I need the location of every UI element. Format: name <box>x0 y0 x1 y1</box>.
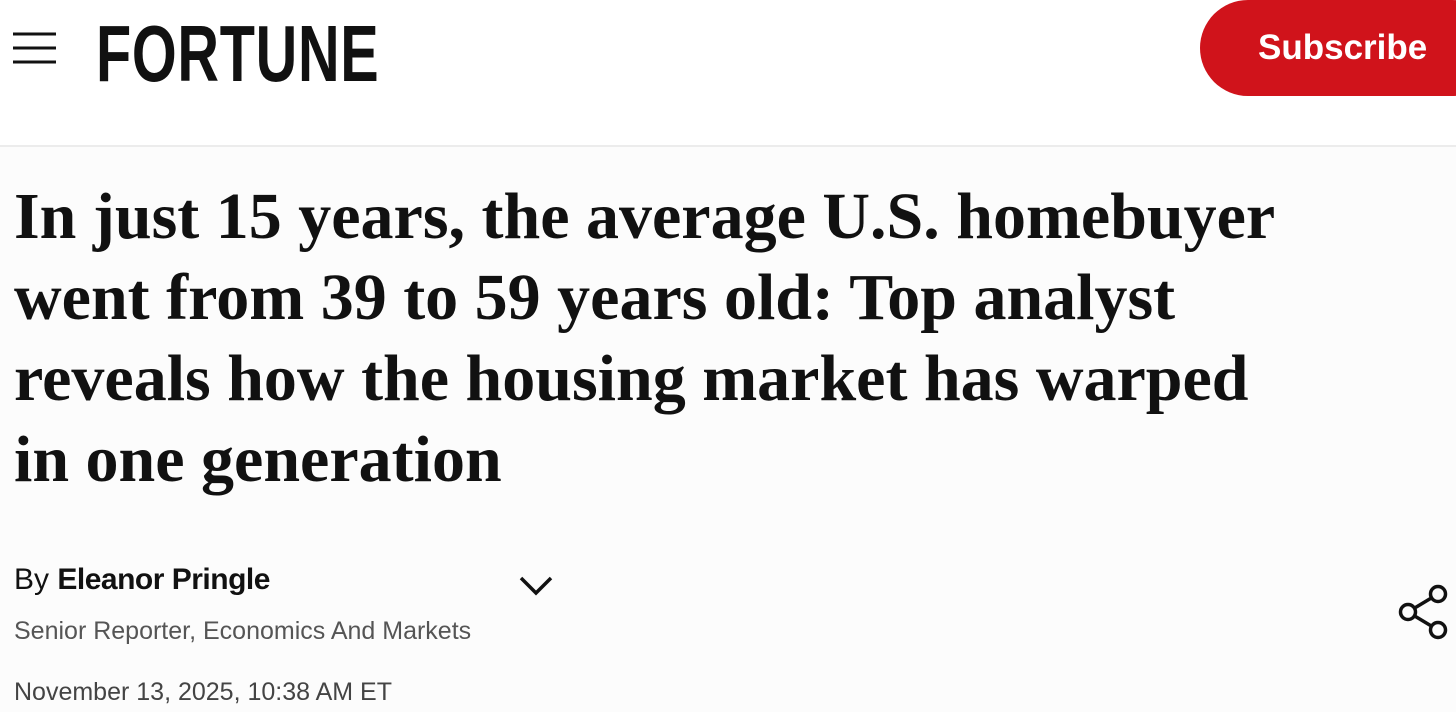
headline-line: went from 39 to 59 years old: Top analys… <box>14 261 1176 334</box>
author-title: Senior Reporter, Economics And Markets <box>14 617 472 645</box>
site-header: FORTUNE Subscribe <box>0 0 1456 147</box>
subscribe-button[interactable]: Subscribe <box>1200 0 1456 96</box>
author-name[interactable]: Eleanor Pringle <box>57 563 270 596</box>
byline: By Eleanor Pringle <box>14 563 270 597</box>
publish-date: November 13, 2025, 10:38 AM ET <box>14 678 392 706</box>
expand-author[interactable] <box>518 574 554 598</box>
headline: In just 15 years, the average U.S. homeb… <box>14 176 1275 500</box>
headline-line: reveals how the housing market has warpe… <box>14 342 1249 415</box>
headline-line: In just 15 years, the average U.S. homeb… <box>14 180 1276 253</box>
byline-prefix: By <box>14 563 50 596</box>
headline-line: in one generation <box>14 423 502 496</box>
share-button[interactable] <box>1396 584 1450 640</box>
logo[interactable]: FORTUNE <box>96 9 380 98</box>
menu-button[interactable] <box>13 32 57 64</box>
